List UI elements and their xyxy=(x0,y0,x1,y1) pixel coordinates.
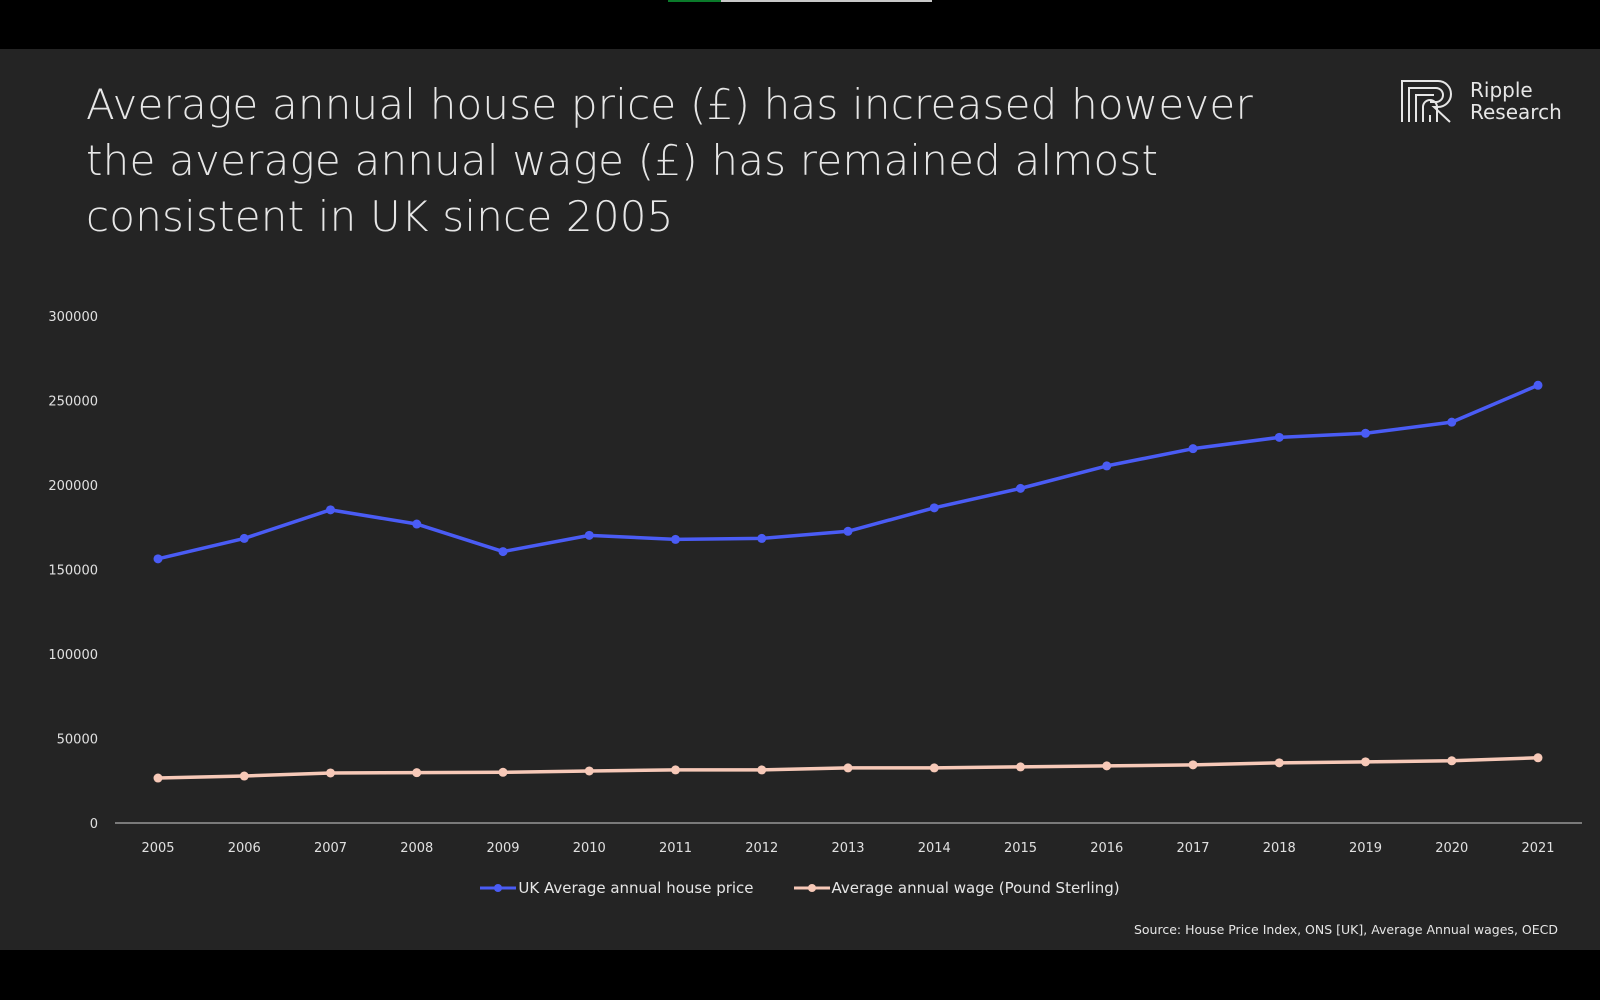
legend-item-house-price[interactable]: UK Average annual house price xyxy=(480,879,754,897)
data-point xyxy=(326,505,335,515)
data-point xyxy=(1361,757,1370,767)
x-tick-label: 2008 xyxy=(400,841,433,856)
data-point xyxy=(412,768,422,778)
data-point xyxy=(1274,758,1284,768)
data-point xyxy=(498,767,508,777)
logo-line1: Ripple xyxy=(1470,78,1533,102)
x-tick-label: 2013 xyxy=(831,841,864,856)
legend: UK Average annual house price Average an… xyxy=(0,879,1600,897)
data-point xyxy=(153,773,163,783)
x-tick-label: 2005 xyxy=(141,841,174,856)
data-point xyxy=(153,554,163,564)
data-point xyxy=(929,763,939,773)
y-tick-label: 200000 xyxy=(48,479,98,494)
data-point xyxy=(239,533,249,543)
x-tick-label: 2011 xyxy=(659,841,692,856)
y-tick-label: 0 xyxy=(90,817,98,832)
x-tick-label: 2009 xyxy=(486,841,519,856)
data-point xyxy=(929,503,939,513)
ripple-logo-icon xyxy=(1401,80,1452,123)
data-point xyxy=(1361,428,1370,438)
data-point xyxy=(1102,761,1112,771)
data-point xyxy=(584,530,594,540)
line-chart: 0 50000 100000 150000 200000 250000 300000 2005… xyxy=(48,310,1582,856)
data-point xyxy=(1274,432,1284,442)
data-point xyxy=(1533,753,1543,763)
data-point xyxy=(757,533,767,543)
y-tick-label: 300000 xyxy=(48,310,98,325)
data-point xyxy=(1016,483,1025,493)
data-point xyxy=(1447,756,1457,766)
data-point xyxy=(326,768,335,778)
data-point xyxy=(757,765,767,775)
x-tick-label: 2014 xyxy=(918,841,951,856)
x-tick-label: 2016 xyxy=(1090,841,1123,856)
slide-title: Average annual house price (£) has incre… xyxy=(86,80,1253,241)
ripple-research-logo: Ripple Research xyxy=(1400,79,1562,123)
x-tick-label: 2006 xyxy=(228,841,261,856)
x-tick-label: 2012 xyxy=(745,841,778,856)
x-tick-label: 2010 xyxy=(573,841,606,856)
progress-fill xyxy=(668,0,721,2)
source-note: Source: House Price Index, ONS [UK], Ave… xyxy=(1133,922,1558,937)
x-tick-label: 2021 xyxy=(1521,841,1554,856)
data-point xyxy=(671,765,680,775)
y-tick-label: 250000 xyxy=(48,395,98,410)
data-point xyxy=(412,519,422,529)
legend-label-wage: Average annual wage (Pound Sterling) xyxy=(831,879,1120,897)
logo-line2: Research xyxy=(1470,100,1562,124)
y-tick-label: 50000 xyxy=(57,733,98,748)
data-point xyxy=(1447,417,1457,427)
x-tick-label: 2020 xyxy=(1435,841,1468,856)
data-point xyxy=(239,771,249,781)
x-tick-label: 2015 xyxy=(1004,841,1037,856)
data-point xyxy=(1016,762,1025,772)
bottom-bar xyxy=(0,950,1600,1000)
data-point xyxy=(843,763,853,773)
data-point xyxy=(1188,760,1198,770)
data-point xyxy=(584,766,594,776)
data-point xyxy=(498,547,508,557)
x-tick-label: 2007 xyxy=(314,841,347,856)
legend-swatch-wage xyxy=(793,884,830,892)
data-point xyxy=(1533,380,1543,390)
data-point xyxy=(671,534,680,544)
data-point xyxy=(843,526,853,536)
data-point xyxy=(1102,461,1112,471)
x-tick-label: 2017 xyxy=(1176,841,1209,856)
x-tick-label: 2018 xyxy=(1263,841,1296,856)
legend-swatch-house-price xyxy=(480,884,517,892)
top-bar xyxy=(0,0,1600,49)
data-point xyxy=(1188,444,1198,454)
x-tick-label: 2019 xyxy=(1349,841,1382,856)
slide: Average annual house price (£) has incre… xyxy=(0,49,1600,950)
y-tick-label: 150000 xyxy=(48,564,98,579)
legend-item-wage[interactable]: Average annual wage (Pound Sterling) xyxy=(793,879,1120,897)
progress-bar xyxy=(668,0,932,2)
y-tick-label: 100000 xyxy=(48,648,98,663)
legend-label-house-price: UK Average annual house price xyxy=(518,879,754,897)
